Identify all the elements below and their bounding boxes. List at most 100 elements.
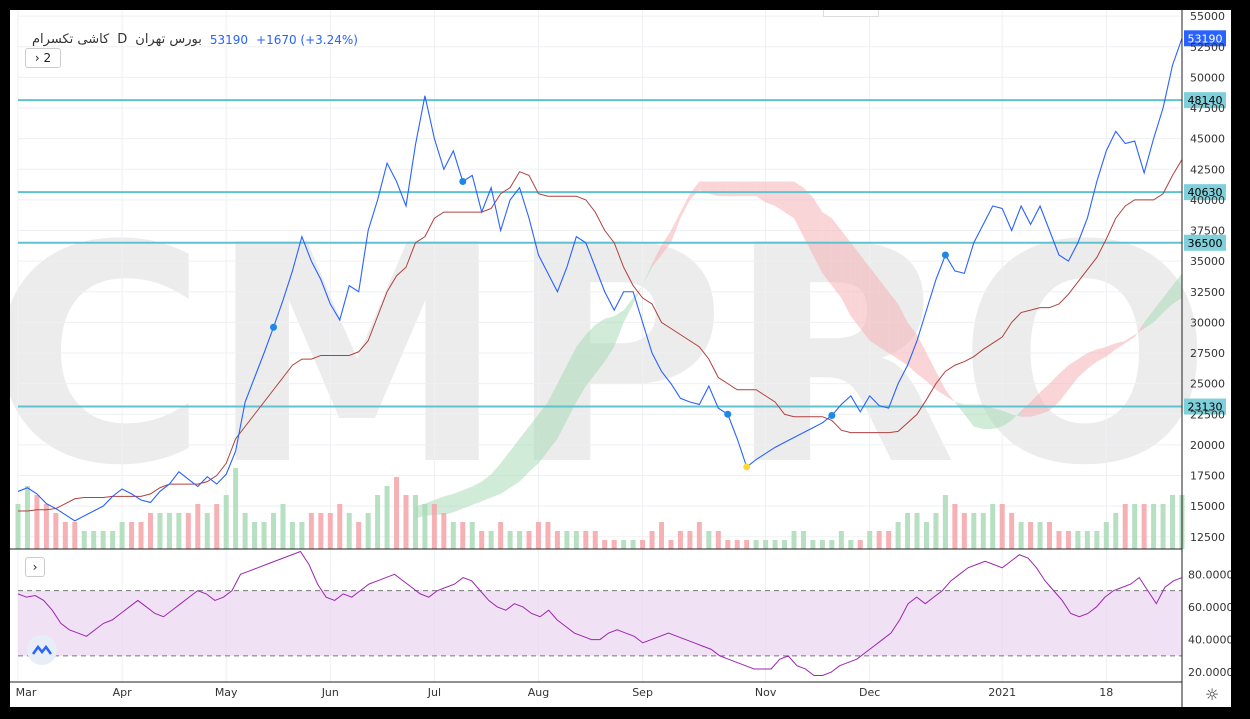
volume-bar <box>375 495 381 549</box>
volume-bar <box>1084 531 1090 549</box>
cloud-segment <box>1077 353 1088 378</box>
volume-bar <box>110 531 116 549</box>
settings-gear-icon[interactable]: ☼ <box>1204 684 1220 704</box>
collapse-indicators-button[interactable]: › 2 <box>25 48 61 68</box>
volume-bar <box>763 540 769 549</box>
symbol-legend: کاشی تکسرام D بورس تهران 53190 +1670 (+3… <box>32 32 358 47</box>
symbol-name[interactable]: کاشی تکسرام <box>32 32 110 47</box>
volume-bar <box>1122 504 1128 549</box>
cloud-segment <box>784 181 794 219</box>
volume-bar <box>271 513 277 549</box>
volume-bar <box>1103 522 1109 549</box>
cloud-segment <box>547 383 558 451</box>
time-axis-label: May <box>215 686 238 699</box>
cloud-segment <box>718 181 728 197</box>
volume-bar <box>583 531 589 549</box>
volume-bar <box>1170 495 1176 549</box>
cloud-segment <box>803 187 813 255</box>
cloud-segment <box>566 346 577 421</box>
volume-bar <box>214 504 220 549</box>
volume-bar <box>147 513 153 549</box>
tradingview-logo-icon[interactable] <box>27 635 57 665</box>
volume-bar <box>337 504 343 549</box>
volume-bar <box>1037 522 1043 549</box>
volume-bar <box>488 531 494 549</box>
volume-bar <box>431 504 437 549</box>
cloud-segment <box>1134 322 1145 338</box>
time-axis-label: 2021 <box>988 686 1016 699</box>
cloud-segment <box>500 451 511 494</box>
volume-bar <box>289 522 295 549</box>
interval-label[interactable]: D <box>117 32 128 47</box>
exchange-label: بورس تهران <box>135 32 202 47</box>
volume-bar <box>280 504 286 549</box>
volume-bar <box>1141 504 1147 549</box>
volume-bar <box>507 531 513 549</box>
volume-bar <box>592 531 598 549</box>
volume-bar <box>905 513 911 549</box>
price-axis-label: 27500 <box>1190 347 1225 360</box>
price-line <box>17 38 1183 522</box>
volume-bar <box>1065 531 1071 549</box>
cloud-segment <box>1002 410 1012 427</box>
price-axis-label: 45000 <box>1190 133 1225 146</box>
price-axis-label: 47500 <box>1190 102 1225 115</box>
cloud-segment <box>917 334 927 382</box>
cloud-segment <box>794 181 804 237</box>
volume-bar <box>772 540 778 549</box>
volume-bar <box>980 513 986 549</box>
volume-bar <box>24 486 30 549</box>
chevron-right-icon: › <box>34 51 44 65</box>
cloud-segment <box>1172 273 1182 304</box>
cloud-segment <box>812 197 823 274</box>
volume-bar <box>990 504 996 549</box>
price-axis-label: 40000 <box>1190 194 1225 207</box>
price-axis-label: 37500 <box>1190 225 1225 238</box>
volume-bar <box>1009 513 1015 549</box>
cloud-segment <box>1106 343 1116 357</box>
volume-bar <box>176 513 182 549</box>
rsi-axis-label: 20.0000 <box>1188 666 1231 679</box>
volume-bar <box>166 513 172 549</box>
price-change: +1670 (+3.24%) <box>256 32 358 47</box>
last-price-tag <box>1184 30 1226 47</box>
volume-bar <box>91 531 97 549</box>
price-axis-label: 12500 <box>1190 531 1225 544</box>
expand-rsi-button[interactable]: › <box>25 557 45 577</box>
cloud-segment <box>1096 346 1107 362</box>
cloud-segment <box>453 490 463 513</box>
cloud-segment <box>907 322 918 374</box>
cloud-segment <box>765 181 776 206</box>
cloud-segment <box>973 404 984 429</box>
cloud-segment <box>614 310 624 347</box>
level-tag <box>1184 398 1226 415</box>
volume-bar <box>1056 531 1062 549</box>
volume-bar <box>261 522 267 549</box>
level-tag <box>1184 184 1226 201</box>
volume-bar <box>252 522 258 549</box>
signal-dot <box>724 410 732 418</box>
cloud-segment <box>699 181 709 194</box>
signal-dot <box>270 323 278 331</box>
baseline-line <box>18 159 1183 512</box>
volume-bar <box>725 540 731 549</box>
volume-bar <box>1047 522 1053 549</box>
volume-bar <box>621 540 627 549</box>
price-axis-label: 32500 <box>1190 286 1225 299</box>
time-axis-label: 18 <box>1099 686 1113 699</box>
rsi-axis-label: 80.0000 <box>1188 568 1231 581</box>
cloud-segment <box>746 181 757 197</box>
volume-bar <box>242 513 248 549</box>
chart-svg[interactable]: CMPRO 48140 40630 36500 23130 53190 55000 52500… <box>10 10 1231 707</box>
signal-dot <box>941 251 949 259</box>
cloud-segment <box>689 181 700 200</box>
volume-bar <box>185 513 191 549</box>
volume-bar <box>441 513 447 549</box>
cloud-segment <box>879 279 889 353</box>
level-tag <box>1184 234 1226 251</box>
top-toolbar-handle[interactable] <box>823 10 879 17</box>
chevron-right-icon: › <box>32 560 38 574</box>
volume-bar <box>696 522 702 549</box>
volume-bar <box>223 495 229 549</box>
time-axis-label: Jul <box>427 686 441 699</box>
